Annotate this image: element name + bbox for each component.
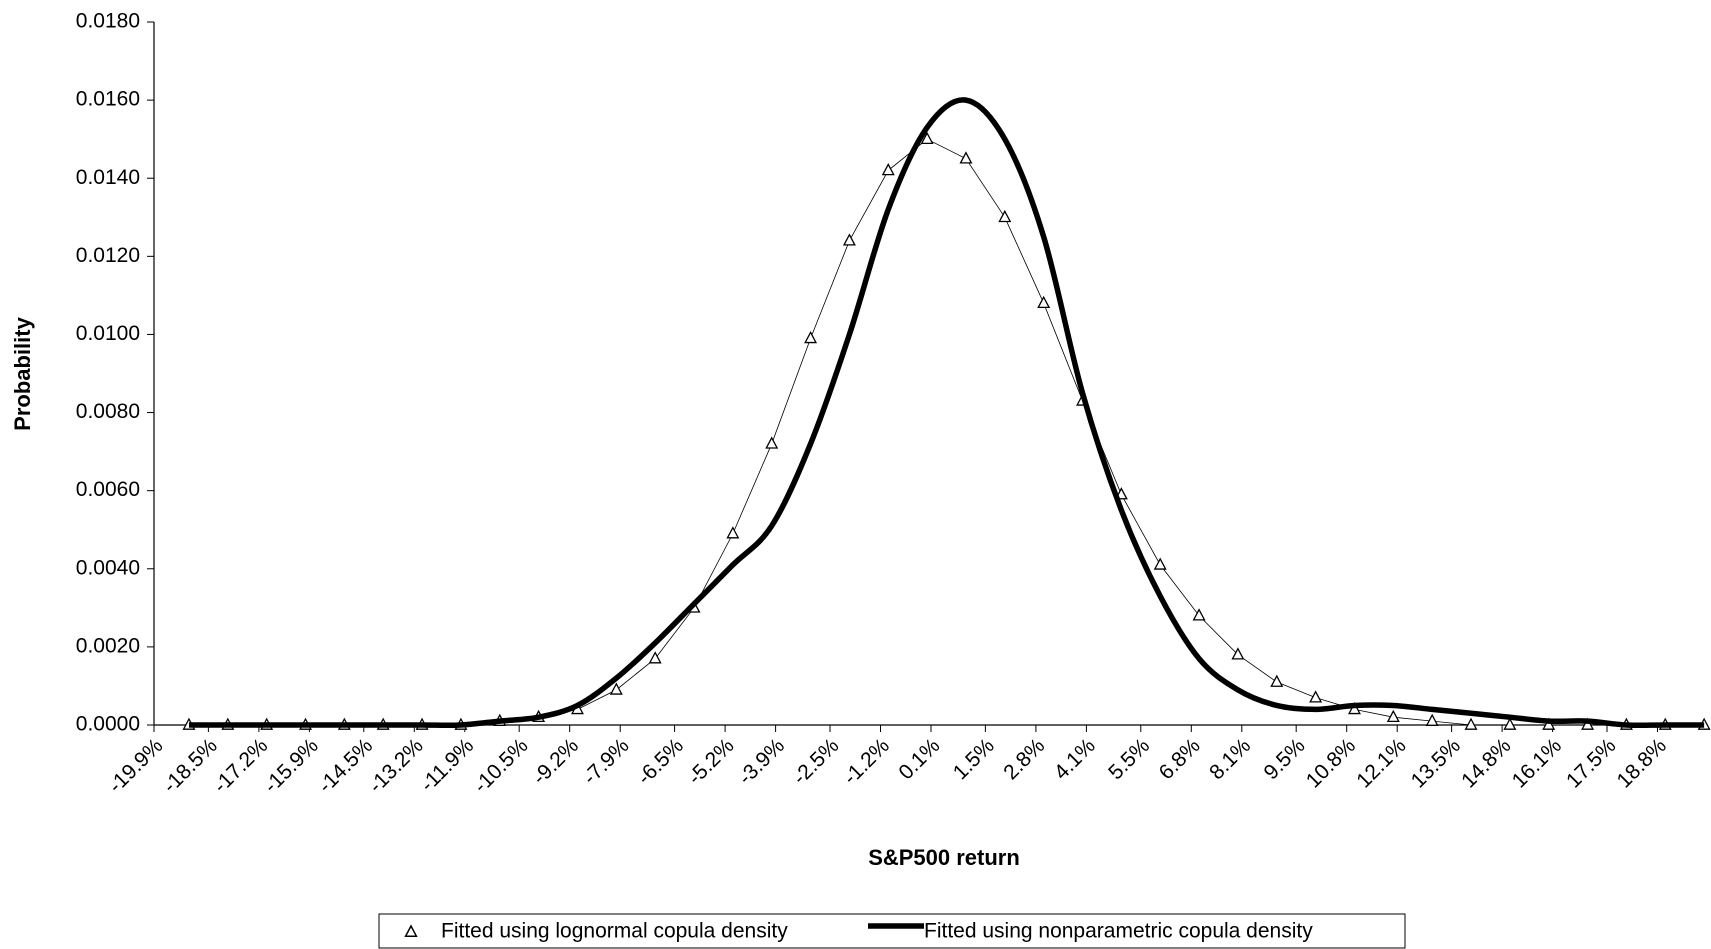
- x-tick-label: 18.8%: [1613, 734, 1671, 792]
- marker: [881, 163, 895, 176]
- x-tick-label: -3.9%: [734, 734, 789, 789]
- y-axis-title: Probability: [10, 316, 35, 430]
- marker: [998, 209, 1012, 223]
- y-tick-label: 0.0040: [76, 556, 140, 579]
- marker: [1386, 709, 1400, 723]
- marker: [1542, 717, 1556, 730]
- marker: [609, 682, 623, 695]
- y-tick-label: 0.0060: [76, 478, 140, 501]
- marker: [1153, 557, 1167, 570]
- marker: [804, 330, 818, 344]
- marker: [648, 651, 662, 664]
- series-line: [188, 138, 1705, 726]
- x-tick-label: 4.1%: [1050, 734, 1100, 784]
- marker: [1464, 717, 1478, 730]
- marker: [959, 151, 973, 164]
- x-tick-label: -13.2%: [364, 734, 427, 797]
- x-tick-label: -18.5%: [159, 734, 222, 797]
- legend-marker: [404, 924, 418, 937]
- y-tick-label: 0.0020: [76, 634, 140, 657]
- x-tick-label: 1.5%: [949, 734, 999, 784]
- marker: [1037, 295, 1051, 309]
- marker: [1309, 690, 1323, 703]
- marker: [1347, 701, 1361, 715]
- x-tick-label: -6.5%: [633, 734, 688, 789]
- marker: [765, 436, 779, 449]
- marker: [1581, 717, 1595, 730]
- x-tick-label: 0.1%: [894, 734, 944, 784]
- x-tick-label: 13.5%: [1407, 734, 1465, 792]
- x-tick-label: 14.8%: [1457, 734, 1515, 792]
- marker: [920, 131, 934, 145]
- x-tick-label: 10.8%: [1302, 734, 1360, 792]
- x-tick-label: 17.5%: [1562, 734, 1620, 792]
- x-tick-label: 6.8%: [1155, 734, 1205, 784]
- y-tick-label: 0.0180: [76, 10, 140, 33]
- x-tick-label: -5.2%: [683, 734, 738, 789]
- x-tick-label: -15.9%: [260, 734, 323, 797]
- x-tick-label: -11.9%: [416, 734, 478, 796]
- marker: [1425, 713, 1439, 726]
- x-tick-label: -9.2%: [528, 734, 583, 789]
- x-tick-label: -10.5%: [469, 734, 532, 797]
- marker: [1270, 674, 1284, 687]
- marker: [1503, 717, 1517, 730]
- y-tick-label: 0.0080: [76, 400, 140, 423]
- series-line: [188, 97, 1705, 729]
- y-tick-label: 0.0160: [76, 88, 140, 111]
- x-tick-label: -1.2%: [839, 734, 894, 789]
- y-tick-label: 0.0120: [76, 244, 140, 267]
- x-tick-label: 5.5%: [1104, 734, 1154, 784]
- x-tick-label: 8.1%: [1205, 734, 1255, 784]
- legend-box: [378, 913, 1406, 949]
- marker: [1231, 647, 1245, 660]
- legend-label: Fitted using lognormal copula density: [441, 920, 788, 943]
- x-tick-label: 2.8%: [999, 734, 1049, 784]
- marker: [726, 526, 740, 539]
- y-tick-label: 0.0100: [76, 322, 140, 345]
- x-tick-label: -2.5%: [788, 734, 843, 789]
- marker: [842, 233, 856, 246]
- x-tick-label: 12.1%: [1352, 734, 1410, 792]
- x-axis-title: S&P500 return: [868, 845, 1020, 870]
- y-tick-label: 0.0140: [76, 166, 140, 189]
- x-tick-label: 16.1%: [1508, 734, 1566, 792]
- x-tick-label: -17.2%: [209, 734, 272, 797]
- y-tick-label: 0.0000: [76, 713, 140, 736]
- x-tick-label: -14.5%: [314, 734, 377, 797]
- x-tick-label: -7.9%: [579, 734, 634, 789]
- x-tick-label: -19.9%: [104, 734, 167, 797]
- marker: [1192, 608, 1206, 621]
- legend-label: Fitted using nonparametric copula densit…: [924, 920, 1313, 943]
